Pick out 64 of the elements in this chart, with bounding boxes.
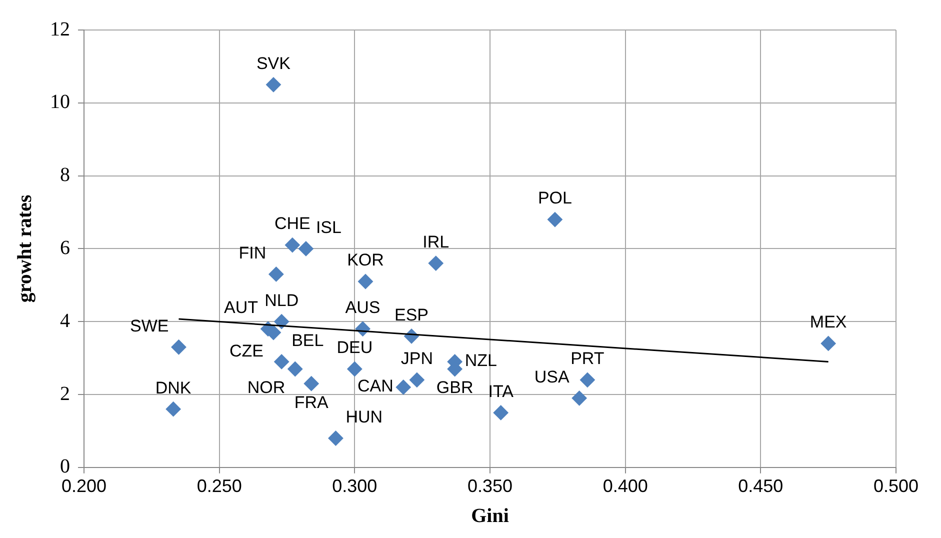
y-tick-label: 4 bbox=[60, 310, 70, 332]
y-tick-label: 0 bbox=[60, 456, 70, 478]
x-tick-label: 0.400 bbox=[602, 476, 648, 496]
annotation: BEL bbox=[292, 330, 324, 350]
y-axis-title: growht rates bbox=[14, 194, 36, 303]
point bbox=[493, 405, 508, 420]
point bbox=[274, 314, 290, 330]
annotation: SWE bbox=[130, 316, 169, 336]
annotation: CZE bbox=[229, 342, 264, 361]
annotation: POL bbox=[538, 188, 572, 208]
y-tick-label: 10 bbox=[50, 91, 70, 114]
point bbox=[409, 372, 424, 388]
point bbox=[266, 77, 281, 92]
x-tick-label: 0.250 bbox=[196, 476, 242, 496]
point bbox=[274, 354, 290, 370]
annotation: FIN bbox=[238, 243, 266, 262]
point bbox=[572, 390, 587, 406]
y-tick-label: 2 bbox=[60, 382, 70, 405]
point bbox=[396, 380, 411, 395]
x-tick-label: 0.300 bbox=[332, 476, 378, 496]
annotation: USA bbox=[534, 367, 570, 386]
annotation: HUN bbox=[346, 407, 383, 426]
y-tick-label: 12 bbox=[50, 18, 70, 40]
point bbox=[580, 372, 595, 388]
y-tick-label: 6 bbox=[60, 236, 70, 259]
point bbox=[171, 340, 186, 355]
point bbox=[268, 266, 284, 282]
annotation: ITA bbox=[488, 382, 514, 401]
annotation: JPN bbox=[400, 349, 433, 368]
annotation: ESP bbox=[394, 305, 429, 324]
x-tick-label: 0.350 bbox=[467, 476, 513, 496]
annotation: DNK bbox=[155, 378, 192, 398]
annotation: FRA bbox=[294, 392, 330, 412]
point bbox=[358, 274, 373, 290]
annotation: NOR bbox=[247, 378, 286, 398]
y-tick-label: 8 bbox=[60, 164, 70, 186]
annotation: SVK bbox=[256, 54, 292, 73]
point bbox=[288, 361, 303, 376]
annotation: NLD bbox=[264, 290, 299, 310]
point bbox=[820, 336, 836, 351]
x-axis-title: Gini bbox=[471, 505, 510, 528]
annotation: KOR bbox=[347, 250, 384, 270]
x-tick-label: 0.450 bbox=[738, 476, 784, 496]
annotation: PRT bbox=[570, 349, 604, 368]
annotation: IRL bbox=[422, 232, 450, 252]
annotation: DEU bbox=[336, 338, 373, 358]
annotation: AUT bbox=[224, 298, 258, 318]
point bbox=[347, 361, 362, 376]
point bbox=[284, 238, 300, 253]
point bbox=[328, 430, 344, 446]
x-tick-label: 0.500 bbox=[873, 476, 919, 496]
point bbox=[428, 256, 444, 271]
annotation: AUS bbox=[345, 298, 380, 318]
annotation: NZL bbox=[464, 350, 497, 370]
point bbox=[166, 402, 181, 417]
point bbox=[304, 376, 319, 392]
annotation: MEX bbox=[810, 312, 847, 332]
annotation: CAN bbox=[357, 376, 394, 396]
point bbox=[298, 241, 314, 256]
point bbox=[547, 212, 562, 228]
annotation: CHE bbox=[274, 214, 310, 234]
annotation: GBR bbox=[436, 378, 474, 398]
x-tick-label: 0.200 bbox=[61, 476, 107, 496]
annotation: ISL bbox=[316, 218, 342, 237]
